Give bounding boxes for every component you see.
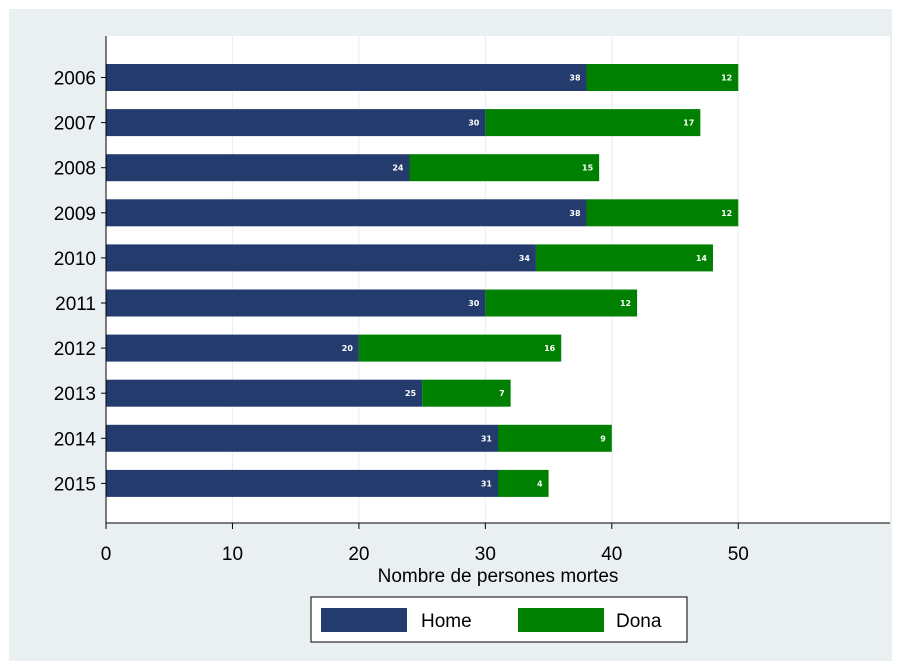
- data-label-home-2015: 31: [481, 479, 493, 488]
- y-tick-label-2006: 2006: [54, 69, 96, 90]
- y-tick-labels: 2006 2007 2008 2009 2010 2011 2012 2013 2014 2015: [54, 69, 97, 496]
- x-tick-label-40: 40: [601, 544, 622, 565]
- bar-home-2013: [106, 379, 423, 407]
- bar-dona-2014: [498, 424, 612, 452]
- data-label-dona-2011: 12: [620, 299, 631, 308]
- bar-dona-2011: [485, 289, 638, 317]
- legend-label-dona: Dona: [616, 611, 662, 632]
- data-label-dona-2013: 7: [499, 389, 505, 398]
- bar-dona-2007: [485, 109, 701, 137]
- x-tick-label-50: 50: [728, 544, 749, 565]
- data-label-dona-2006: 12: [721, 74, 732, 83]
- bar-home-2014: [106, 424, 498, 452]
- y-tick-label-2013: 2013: [54, 384, 96, 405]
- x-tick-label-30: 30: [475, 544, 496, 565]
- axes-group: [101, 36, 890, 529]
- legend-label-home: Home: [421, 611, 472, 632]
- x-tick-labels: 0 10 20 30 40 50: [101, 544, 749, 565]
- stacked-bar-chart: 38 12 30 17 24 15 38 12 34 14 30 12 20 16 25 7 31 9 31 4 20…: [54, 36, 890, 643]
- bar-home-2009: [106, 199, 587, 227]
- x-tick-label-0: 0: [101, 544, 112, 565]
- bar-dona-2010: [535, 244, 713, 272]
- bar-dona-2008: [409, 154, 600, 182]
- bar-home-2011: [106, 289, 486, 317]
- data-label-home-2012: 20: [342, 344, 354, 353]
- y-tick-label-2014: 2014: [54, 429, 97, 450]
- data-label-home-2011: 30: [468, 299, 480, 308]
- data-label-home-2007: 30: [468, 119, 480, 128]
- data-label-dona-2015: 4: [537, 479, 543, 488]
- bar-dona-2009: [586, 199, 739, 227]
- x-tick-label-10: 10: [222, 544, 243, 565]
- chart-frame: 38 12 30 17 24 15 38 12 34 14 30 12 20 16 25 7 31 9 31 4 20…: [9, 9, 892, 661]
- y-tick-label-2008: 2008: [54, 159, 96, 180]
- bar-dona-2013: [422, 379, 511, 407]
- bar-dona-2012: [358, 334, 562, 362]
- y-tick-label-2007: 2007: [54, 114, 96, 135]
- x-axis-title: Nombre de persones mortes: [378, 566, 619, 587]
- data-label-home-2008: 24: [392, 164, 404, 173]
- data-label-dona-2008: 15: [582, 164, 594, 173]
- data-label-home-2006: 38: [569, 74, 581, 83]
- y-tick-label-2011: 2011: [55, 294, 96, 315]
- data-label-dona-2007: 17: [683, 119, 694, 128]
- bars-group: 38 12 30 17 24 15 38 12 34 14 30 12 20 16 25 7 31 9 31 4: [106, 64, 739, 497]
- bar-home-2010: [106, 244, 536, 272]
- data-label-dona-2014: 9: [600, 434, 606, 443]
- y-tick-label-2010: 2010: [54, 249, 96, 270]
- x-tick-label-20: 20: [348, 544, 369, 565]
- bar-home-2008: [106, 154, 410, 182]
- bar-dona-2006: [586, 64, 739, 91]
- data-label-dona-2012: 16: [544, 344, 556, 353]
- data-label-home-2014: 31: [481, 434, 493, 443]
- y-tick-label-2012: 2012: [54, 339, 96, 360]
- y-tick-label-2009: 2009: [54, 204, 96, 225]
- bar-home-2006: [106, 64, 587, 91]
- legend-swatch-home: [321, 608, 407, 632]
- legend-swatch-dona: [518, 608, 604, 632]
- data-label-home-2010: 34: [519, 254, 531, 263]
- bar-home-2007: [106, 109, 486, 137]
- bar-dona-2015: [498, 469, 549, 497]
- bar-home-2015: [106, 469, 498, 497]
- data-label-home-2009: 38: [569, 209, 581, 218]
- bar-home-2012: [106, 334, 359, 362]
- y-tick-label-2015: 2015: [54, 474, 96, 495]
- data-label-home-2013: 25: [405, 389, 417, 398]
- data-label-dona-2009: 12: [721, 209, 732, 218]
- data-label-dona-2010: 14: [696, 254, 708, 263]
- legend: Home Dona: [310, 596, 688, 643]
